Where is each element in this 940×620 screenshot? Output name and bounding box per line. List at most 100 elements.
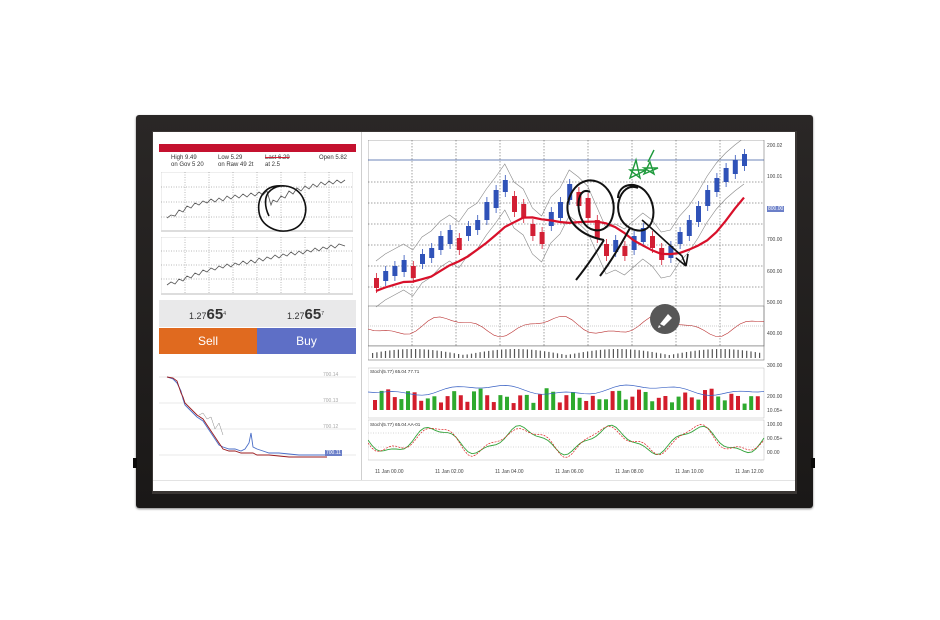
stat-raw: on Raw 49 2t <box>218 162 254 168</box>
volume-bar <box>522 349 524 358</box>
volume-bar <box>380 351 382 358</box>
sell-button[interactable]: Sell <box>159 328 257 354</box>
volume-bar <box>384 350 387 358</box>
volume-bar <box>410 349 412 358</box>
volume-bar <box>372 352 374 358</box>
time-axis-label: 11 Jan 00.00 <box>375 469 404 475</box>
volume-bar <box>393 349 395 358</box>
stoch-histogram-bar <box>590 395 595 410</box>
buy-quote-fraction: 7 <box>321 311 324 317</box>
volume-bar <box>389 350 391 358</box>
volume-bar <box>668 354 670 358</box>
candlestick-chart[interactable] <box>368 140 792 480</box>
candle-body <box>668 246 674 258</box>
candle-body <box>466 226 471 236</box>
stoch-histogram-bar <box>538 394 542 410</box>
volume-bar <box>685 352 688 358</box>
stoch-histogram-bar <box>551 391 556 410</box>
stoch-histogram-bar <box>716 396 721 410</box>
stoch-histogram-bar <box>557 402 562 410</box>
candle-body <box>521 204 527 218</box>
candle-body <box>438 236 444 250</box>
volume-bar <box>638 350 640 358</box>
stoch-histogram-bar <box>458 395 463 410</box>
stoch-histogram-bar <box>571 392 575 410</box>
volume-bar <box>694 350 696 358</box>
volume-bar <box>556 353 559 358</box>
small-chart-y-label-2: 700.13 <box>323 398 339 404</box>
stoch-histogram-bar <box>637 389 641 410</box>
marker-pen-icon[interactable] <box>650 304 680 334</box>
stoch-histogram-bar <box>749 396 754 410</box>
time-axis-label: 11 Jan 08.00 <box>615 469 644 475</box>
candle-body <box>723 168 729 182</box>
stoch-label-1: Stoch(5.77) 65.04 77.71 <box>370 369 420 374</box>
candle-body <box>650 236 655 248</box>
price-axis-label: 400.00 <box>767 331 783 338</box>
stoch-histogram-bar <box>689 397 694 410</box>
volume-bar <box>397 349 399 358</box>
stoch-histogram-bar <box>445 396 450 410</box>
stoch-histogram-bar <box>518 395 523 410</box>
stoch-histogram-bar <box>432 396 437 410</box>
candle-body <box>392 266 398 276</box>
volume-bar <box>419 349 421 358</box>
sell-quote-fraction: 4 <box>223 311 226 317</box>
buy-quote: 1.27657 <box>287 306 324 323</box>
price-axis-label: 100.01 <box>767 174 783 181</box>
volume-bar <box>539 350 541 358</box>
oscillator-axis-label: 100.00 <box>767 422 783 428</box>
stat-last: Last 6.29 <box>265 155 290 161</box>
volume-bar <box>453 353 455 358</box>
oscillator-axis-label: 00.00 <box>767 450 780 456</box>
volume-bar <box>707 349 709 358</box>
time-axis-label: 11 Jan 06.00 <box>555 469 584 475</box>
volume-bar <box>754 352 756 358</box>
volume-bar <box>483 351 485 358</box>
volume-bar <box>724 349 726 358</box>
header-bar <box>159 144 356 152</box>
volume-bar <box>509 349 511 358</box>
price-axis-label: 300.00 <box>767 362 783 369</box>
volume-bar <box>604 349 606 358</box>
volume-bar <box>608 349 610 358</box>
thumbnail-chart-bottom[interactable] <box>161 237 353 295</box>
stat-last-sub: at 2.5 <box>265 162 281 168</box>
volume-bar <box>501 349 503 358</box>
volume-bar <box>621 349 623 358</box>
candle-body <box>631 236 637 250</box>
candle-body <box>493 190 499 208</box>
candle-body <box>640 228 646 242</box>
candle-body <box>401 260 407 272</box>
stoch-histogram-bar <box>564 395 569 410</box>
volume-bar <box>720 349 722 358</box>
stoch-histogram-bar <box>577 397 582 410</box>
candle-body <box>383 271 389 281</box>
volume-bar <box>591 350 593 358</box>
candle-body <box>585 198 591 218</box>
volume-bar <box>582 352 584 358</box>
volume-bar <box>526 349 528 358</box>
sell-quote-prefix: 1.27 <box>189 311 207 321</box>
volume-bar <box>496 349 498 358</box>
stoch-histogram-bar <box>617 390 622 410</box>
stoch-histogram-bar <box>406 391 410 410</box>
buy-button[interactable]: Buy <box>257 328 356 354</box>
stoch-histogram-bar <box>399 399 404 410</box>
volume-bar <box>625 349 627 358</box>
volume-bar <box>462 354 464 358</box>
volume-bar <box>376 352 378 358</box>
stoch-histogram-bar <box>511 403 516 410</box>
stoch-histogram-bar <box>584 400 589 410</box>
candle-body <box>696 206 701 222</box>
tick-line-chart[interactable] <box>159 369 356 469</box>
stat-low: Low 5.29 <box>218 155 243 161</box>
volume-bar <box>415 349 417 358</box>
volume-bar <box>664 354 666 358</box>
volume-bar <box>690 351 692 358</box>
volume-bar <box>552 352 554 358</box>
volume-bar <box>642 350 645 358</box>
thumbnail-chart-top[interactable] <box>161 172 353 232</box>
volume-bar <box>470 353 473 358</box>
stoch-histogram-bar <box>597 399 602 410</box>
